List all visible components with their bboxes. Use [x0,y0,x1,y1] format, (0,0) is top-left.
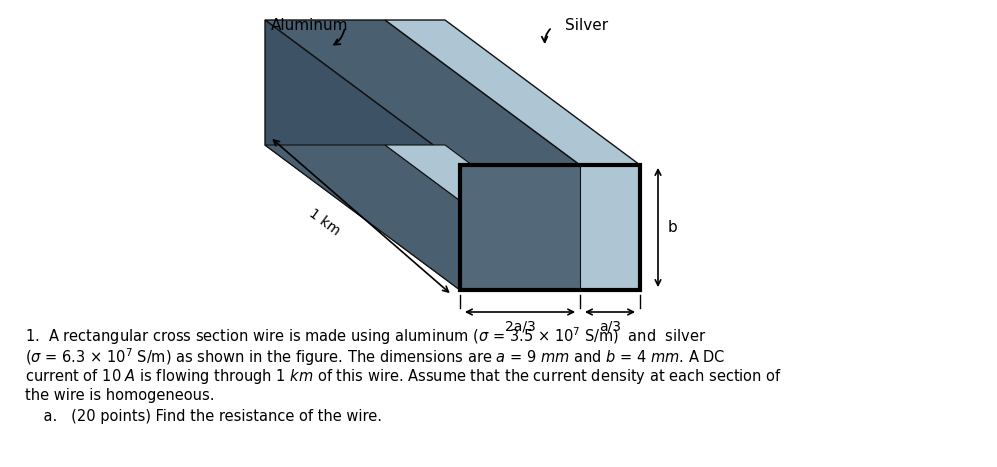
Bar [460,165,640,290]
Polygon shape [265,145,580,290]
Text: 1 km: 1 km [306,206,343,239]
Text: a/3: a/3 [599,319,621,333]
Text: the wire is homogeneous.: the wire is homogeneous. [25,388,214,403]
Text: Aluminum: Aluminum [271,17,349,33]
Text: ($\sigma$ = 6.3 $\times$ 10$^7$ S/m) as shown in the figure. The dimensions are : ($\sigma$ = 6.3 $\times$ 10$^7$ S/m) as … [25,346,726,368]
Polygon shape [265,20,580,165]
Polygon shape [580,165,640,290]
Polygon shape [265,20,460,290]
Text: current of 10 $A$ is flowing through 1 $\mathit{km}$ of this wire. Assume that t: current of 10 $A$ is flowing through 1 $… [25,367,783,386]
Polygon shape [460,165,580,290]
Polygon shape [385,20,640,165]
Text: a.   (20 points) Find the resistance of the wire.: a. (20 points) Find the resistance of th… [25,409,382,424]
Text: 2a/3: 2a/3 [504,319,535,333]
Polygon shape [385,145,640,290]
Text: Silver: Silver [565,17,608,33]
Text: 1.  A rectangular cross section wire is made using aluminum ($\sigma$ = 3.5 $\ti: 1. A rectangular cross section wire is m… [25,325,706,347]
Text: b: b [668,220,678,235]
